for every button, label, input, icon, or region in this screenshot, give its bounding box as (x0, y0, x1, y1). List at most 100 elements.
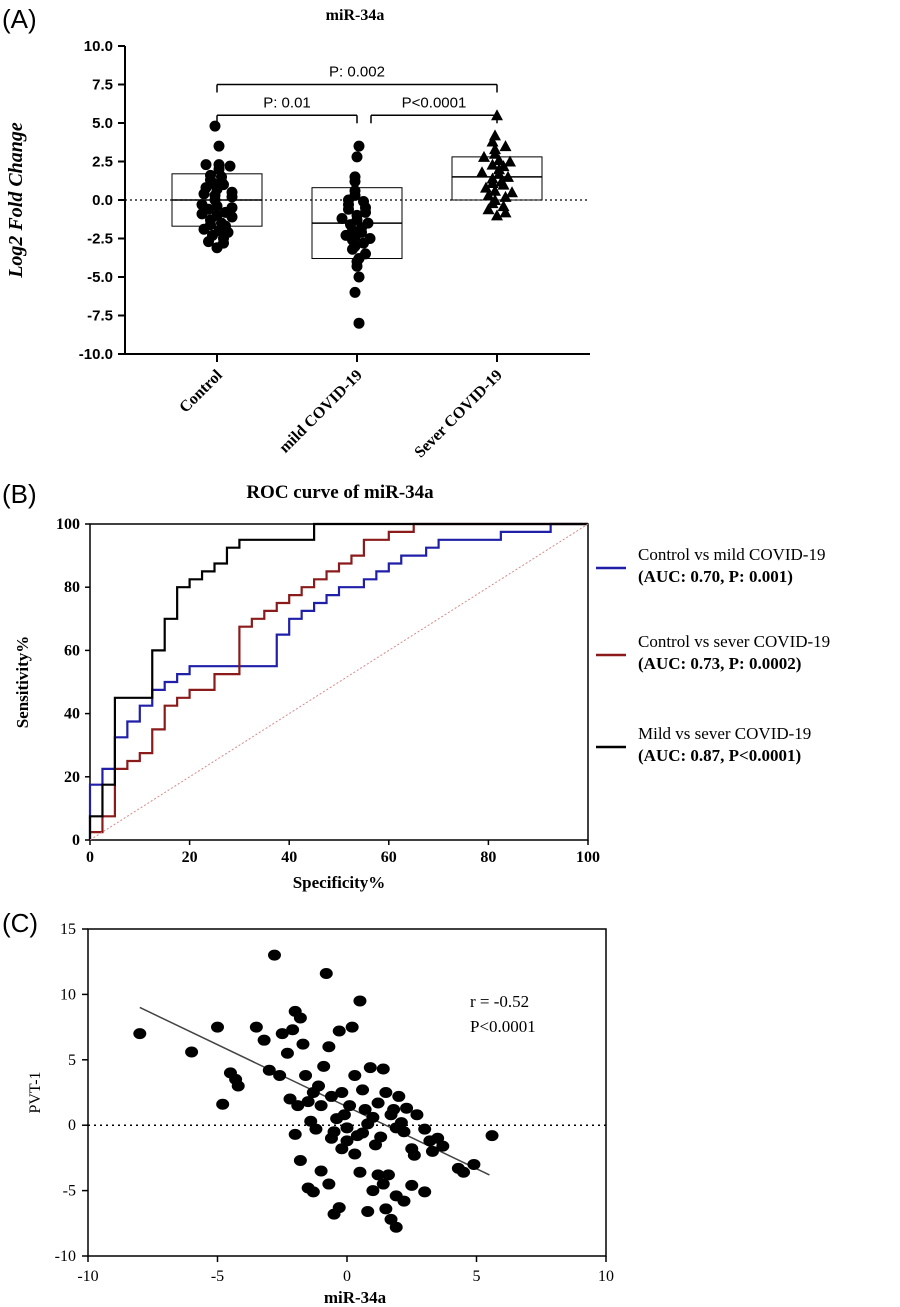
chart-a-xtick-label: Sever COVID-19 (411, 367, 505, 461)
chart-b-xtick-label: 20 (182, 849, 198, 866)
chart-c-point (361, 1206, 375, 1218)
chart-a-point (504, 155, 516, 167)
chart-c-point (267, 949, 281, 961)
chart-c-point (356, 1084, 370, 1096)
chart-a-point (353, 140, 365, 152)
chart-b-legend-detail: (AUC: 0.87, P<0.0001) (638, 746, 801, 765)
chart-b-series-line (88, 522, 588, 840)
chart-a-point (200, 159, 212, 171)
chart-a-point (336, 212, 348, 224)
chart-b-xlabel: Specificity% (293, 873, 386, 892)
chart-c-ytick-label: 5 (68, 1052, 76, 1069)
chart-c-point (299, 1069, 313, 1081)
chart-c-point (389, 1221, 403, 1233)
chart-b-legend-name: Control vs mild COVID-19 (638, 545, 825, 564)
chart-c-point (288, 1128, 302, 1140)
panel-label-a: (A) (2, 4, 37, 34)
chart-c-point (133, 1028, 147, 1040)
chart-a-point (196, 208, 208, 220)
chart-c-point (309, 1123, 323, 1135)
chart-c-point (418, 1186, 432, 1198)
chart-c-point (376, 1178, 390, 1190)
chart-c-point (249, 1021, 263, 1033)
chart-a-point (224, 160, 236, 172)
chart-a-ytick-label: 7.5 (92, 77, 113, 94)
chart-c-point (291, 1100, 305, 1112)
chart-c-xtick-label: 5 (473, 1268, 481, 1285)
chart-c-p-value: P<0.0001 (470, 1017, 536, 1036)
chart-c-ytick-label: 10 (60, 986, 76, 1003)
chart-a-point (489, 143, 501, 155)
chart-c-point (211, 1021, 224, 1033)
chart-c-point (425, 1145, 439, 1157)
chart-c-point (381, 1169, 395, 1181)
chart-c-point (345, 1021, 359, 1033)
chart-c-point (273, 1069, 287, 1081)
chart-c-point (348, 1069, 362, 1081)
chart-a-pvalue: P<0.0001 (402, 94, 467, 111)
chart-b-ytick-label: 0 (72, 832, 80, 849)
chart-c-point (335, 1087, 349, 1098)
chart-c-ytick-label: 15 (60, 921, 76, 938)
chart-a-point (343, 203, 354, 215)
chart-a-point (347, 243, 358, 255)
chart-c-ytick-label: -10 (55, 1248, 76, 1265)
chart-a-point (489, 184, 501, 196)
chart-a-ytick-label: -7.5 (87, 308, 113, 325)
chart-a-point (209, 120, 221, 132)
chart-c-point (457, 1166, 471, 1178)
chart-c-point (379, 1087, 393, 1098)
chart-c-point (353, 1166, 367, 1178)
chart-b-xtick-label: 40 (281, 849, 297, 866)
chart-c-ylabel: PVT-1 (27, 1071, 44, 1113)
chart-c-point (324, 1090, 338, 1102)
chart-a-point (226, 211, 238, 223)
chart-c-point (306, 1186, 320, 1198)
chart-a-title: miR-34a (326, 7, 385, 24)
chart-c-point (366, 1111, 380, 1123)
panel-label-b: (B) (2, 479, 37, 509)
chart-c-point (293, 1012, 307, 1024)
chart-a-point (478, 150, 490, 162)
chart-c-point (363, 1062, 377, 1074)
chart-c-point (407, 1149, 421, 1161)
chart-a-point (211, 200, 223, 212)
chart-b-ytick-label: 20 (64, 769, 80, 786)
chart-c-point (410, 1109, 424, 1121)
chart-a-point (497, 160, 510, 172)
chart-a-point (226, 186, 238, 198)
chart-b-series-line (88, 522, 588, 840)
chart-b-title: ROC curve of miR-34a (246, 482, 434, 503)
chart-c-point (379, 1203, 393, 1215)
chart-a-point (213, 140, 225, 152)
chart-a-point (480, 181, 492, 193)
chart-a-point (203, 236, 214, 248)
chart-c-point (216, 1098, 230, 1110)
chart-c-point (389, 1122, 403, 1134)
chart-b-ylabel: Sensitivity% (13, 636, 32, 729)
chart-c-point (262, 1064, 276, 1076)
chart-c-point (322, 1041, 336, 1053)
chart-c-ytick-label: 0 (68, 1117, 76, 1134)
chart-c-point (257, 1034, 271, 1046)
chart-b-xtick-label: 0 (86, 849, 94, 866)
chart-c-xtick-label: -5 (211, 1268, 224, 1285)
chart-c-ytick-label: -5 (63, 1183, 76, 1200)
chart-c-point (467, 1158, 481, 1170)
chart-a-ytick-label: 0.0 (92, 192, 113, 209)
chart-a-point (495, 175, 508, 187)
chart-a-ytick-label: 5.0 (92, 115, 113, 132)
chart-c-point (332, 1202, 346, 1214)
chart-a-xtick-label: mild COVID-19 (276, 367, 366, 457)
chart-a-point (349, 286, 361, 298)
chart-a-point (349, 185, 361, 197)
chart-a-point (351, 151, 363, 163)
chart-c-point (314, 1100, 328, 1112)
chart-c-point (405, 1179, 419, 1191)
chart-c-point (293, 1155, 307, 1167)
chart-c-point (185, 1046, 199, 1058)
chart-c-point (397, 1195, 411, 1207)
chart-b-xtick-label: 60 (381, 849, 397, 866)
chart-c-point (418, 1123, 432, 1135)
chart-c-point (332, 1025, 346, 1037)
